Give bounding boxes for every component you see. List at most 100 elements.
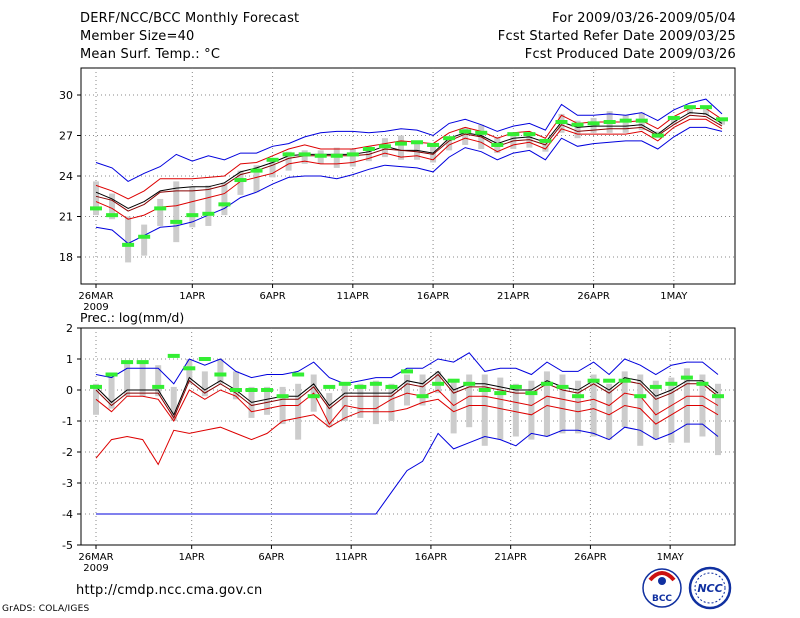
spread-box [668, 377, 675, 443]
observed-marker [475, 130, 488, 135]
observed-marker [683, 105, 696, 110]
spread-box [462, 127, 469, 145]
spread-box [141, 224, 148, 256]
spread-box [719, 117, 725, 125]
observed-marker [292, 372, 305, 377]
observed-marker [507, 132, 520, 137]
spread-box [481, 374, 488, 446]
precip-panel-title: Prec.: log(mm/d) [80, 310, 184, 325]
spread-box [157, 198, 164, 226]
observed-marker [234, 178, 247, 183]
member-size-label: Member Size=40 [80, 29, 195, 44]
series-line-mean [95, 112, 723, 209]
observed-marker [323, 384, 336, 389]
spread-box [155, 365, 162, 397]
bcc-logo-text: BCC [652, 594, 672, 604]
y-tick-label: 18 [59, 251, 73, 264]
spread-box [637, 374, 644, 446]
observed-marker [152, 384, 165, 389]
observed-marker [362, 147, 375, 151]
x-tick-label: 26MAR [78, 552, 113, 563]
spread-box [189, 186, 196, 228]
observed-marker [214, 372, 227, 377]
observed-marker [556, 384, 569, 389]
x-tick-label: 26APR [577, 291, 610, 302]
x-tick-label: 21APR [494, 552, 527, 563]
y-tick-label: -5 [62, 539, 73, 552]
y-tick-label: 21 [59, 211, 73, 224]
x-tick-label: 26MAR [78, 291, 113, 302]
observed-marker [354, 384, 367, 389]
observed-marker [218, 202, 231, 207]
observed-marker [447, 378, 460, 383]
observed-marker [525, 391, 538, 396]
observed-marker [665, 381, 678, 386]
spread-box [365, 146, 372, 162]
observed-marker [539, 138, 552, 143]
observed-marker [699, 105, 712, 110]
observed-marker [411, 140, 424, 145]
plot-frame [80, 67, 736, 285]
x-tick-label: 6APR [259, 291, 285, 302]
spread-box [372, 380, 379, 425]
x-tick-label: 1APR [179, 552, 205, 563]
source-url[interactable]: http://cmdp.ncc.cma.gov.cn [76, 583, 263, 598]
ncc-logo: NCC [688, 566, 732, 610]
observed-marker [276, 394, 289, 399]
spread-box [232, 371, 239, 400]
spread-box [404, 374, 410, 406]
forecast-started-label: Fcst Started Refer Date 2009/03/25 [497, 29, 736, 44]
observed-marker [463, 381, 476, 386]
spread-box [326, 393, 333, 428]
observed-marker [459, 129, 472, 134]
forecast-period-label: For 2009/03/26-2009/05/04 [552, 11, 736, 26]
observed-marker [314, 153, 327, 158]
spread-box [349, 149, 356, 167]
spread-box [125, 216, 132, 263]
observed-marker [266, 157, 279, 162]
plot-frame [80, 327, 736, 546]
observed-marker [540, 381, 553, 386]
spread-box [430, 144, 437, 163]
observed-marker [154, 206, 167, 211]
observed-marker [555, 120, 568, 124]
y-tick-label: 2 [66, 322, 73, 335]
x-tick-label: 6APR [258, 552, 284, 563]
observed-marker [478, 388, 491, 392]
spread-box [670, 117, 677, 125]
observed-marker [427, 142, 440, 147]
spread-box [715, 383, 721, 456]
x-tick-label: 16APR [417, 291, 450, 302]
spread-box [357, 383, 364, 418]
observed-marker [651, 133, 664, 138]
observed-marker [443, 136, 456, 141]
series-line-min [96, 423, 719, 515]
observed-marker [90, 384, 102, 389]
observed-marker [198, 357, 211, 361]
y-tick-label: -4 [62, 508, 73, 521]
observed-marker [603, 120, 616, 124]
spread-box [388, 383, 395, 421]
spread-box [124, 362, 131, 397]
x-tick-label: 1MAY [657, 552, 685, 563]
observed-marker [245, 388, 258, 392]
spread-box [575, 380, 582, 434]
observed-marker [298, 152, 311, 157]
spread-box [269, 158, 276, 178]
series-line-min_red [95, 398, 719, 466]
y-tick-label: -3 [62, 477, 73, 490]
series-line-mean [95, 373, 719, 419]
series-line-max [95, 352, 719, 385]
observed-marker [712, 394, 724, 399]
spread-box [528, 380, 535, 440]
spread-box [466, 374, 473, 428]
observed-marker [250, 168, 263, 173]
x-tick-year-label: 2009 [83, 563, 108, 574]
spread-box [333, 147, 340, 168]
y-tick-label: 0 [66, 384, 73, 397]
observed-marker [346, 152, 359, 157]
observed-marker [618, 378, 631, 383]
spread-box [217, 359, 224, 384]
